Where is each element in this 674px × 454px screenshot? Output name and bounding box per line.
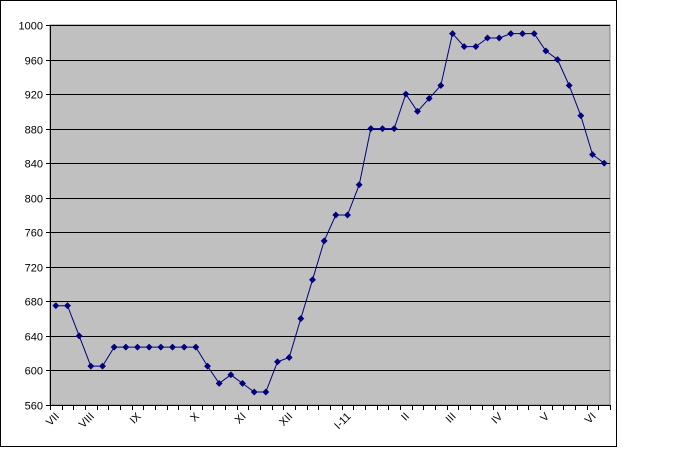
data-point [238, 379, 247, 387]
x-tick-label-v: V [538, 410, 552, 424]
x-tick-label-xii: XII [277, 411, 295, 429]
data-point [203, 362, 212, 370]
data-point [297, 315, 305, 323]
data-point [437, 81, 445, 90]
y-tick-label-800: 800 [25, 194, 43, 206]
data-point [472, 43, 480, 51]
y-tick-label-920: 920 [25, 90, 43, 102]
data-point [565, 81, 573, 90]
data-point [332, 211, 340, 219]
data-point [157, 343, 165, 351]
x-tick-label-ix: IX [128, 410, 144, 426]
y-tick-label-960: 960 [25, 56, 43, 68]
data-point [98, 362, 107, 370]
data-point [110, 343, 118, 351]
x-tick-label-vii: VII [44, 411, 62, 429]
y-tick-label-760: 760 [25, 228, 43, 240]
y-tick-label-880: 880 [25, 125, 43, 137]
x-tick-label-iii: III [444, 411, 459, 426]
data-point [273, 358, 282, 366]
data-point [530, 30, 538, 38]
data-point [180, 343, 188, 351]
y-tick-label-600: 600 [25, 366, 43, 378]
data-point [553, 55, 562, 64]
data-point [168, 343, 177, 351]
data-point [63, 302, 72, 310]
data-point [390, 125, 398, 133]
data-point [542, 47, 550, 55]
data-point [343, 211, 352, 219]
x-tick-label-iv: IV [489, 410, 505, 426]
data-point [483, 34, 492, 42]
y-tick-label-720: 720 [25, 263, 43, 275]
data-point [145, 343, 153, 351]
data-point [52, 302, 60, 310]
y-tick-label-560: 560 [25, 401, 43, 413]
x-tick-label-xi: XI [233, 411, 249, 427]
data-point [588, 150, 597, 159]
data-point [402, 90, 410, 98]
data-point [75, 332, 83, 340]
data-point [262, 388, 270, 396]
data-point [600, 159, 608, 167]
data-point [215, 379, 223, 387]
data-point [425, 94, 433, 102]
data-point [87, 362, 95, 370]
y-tick-label-840: 840 [25, 159, 43, 171]
y-tick-label-1000: 1000 [19, 21, 43, 33]
data-point [192, 343, 200, 351]
data-point [308, 276, 317, 284]
data-point [227, 371, 235, 379]
data-point [355, 181, 363, 189]
x-tick-label-ii: II [399, 411, 412, 424]
data-point [495, 34, 503, 42]
data-point [320, 237, 328, 245]
x-tick-label-x: X [188, 410, 202, 424]
data-point [133, 343, 142, 351]
data-point [378, 125, 387, 133]
x-tick-label-vi: VI [583, 411, 599, 427]
data-point [507, 30, 515, 38]
plot-area [49, 24, 611, 406]
data-point [577, 112, 585, 120]
y-tick-label-640: 640 [25, 332, 43, 344]
x-tick-label-i-11: I-11 [332, 411, 353, 432]
data-point [413, 107, 422, 115]
data-point [448, 30, 457, 38]
data-point [250, 388, 258, 396]
x-tick-label-viii: VIII [77, 411, 97, 431]
y-tick-label-680: 680 [25, 297, 43, 309]
data-point [460, 43, 468, 51]
data-point [122, 343, 130, 351]
data-point [285, 353, 293, 362]
chart-frame: 560 600 640 680 720 760 800 840 880 920 960 1000 VI… [0, 0, 617, 447]
data-point [518, 30, 527, 38]
data-point [367, 125, 375, 133]
